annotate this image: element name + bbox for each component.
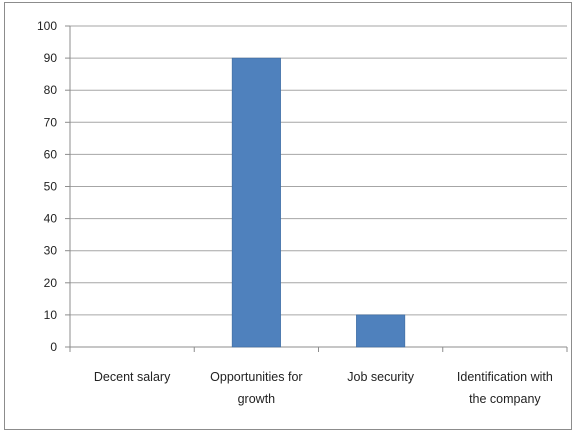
y-tick-label: 20 xyxy=(44,276,58,290)
y-tick-label: 50 xyxy=(44,180,58,194)
x-category-label: the company xyxy=(469,392,541,406)
bar xyxy=(231,57,281,348)
y-tick-label: 100 xyxy=(37,19,57,33)
y-tick-label: 80 xyxy=(44,83,58,97)
axes xyxy=(65,25,568,352)
x-category-label: Decent salary xyxy=(94,370,171,384)
x-category-label: Opportunities for xyxy=(210,370,302,384)
y-tick-label: 10 xyxy=(44,308,58,322)
y-tick-labels: 0 10 20 30 40 50 60 70 80 90 100 xyxy=(37,19,57,354)
y-tick-label: 40 xyxy=(44,212,58,226)
y-tick-label: 0 xyxy=(50,340,57,354)
chart-frame xyxy=(4,2,572,430)
x-category-labels: Decent salary Opportunities for growth Job … xyxy=(94,370,553,406)
x-category-label: Identification with xyxy=(457,370,553,384)
bars xyxy=(231,57,406,348)
y-tick-label: 30 xyxy=(44,244,58,258)
bar xyxy=(356,314,406,348)
y-tick-label: 90 xyxy=(44,51,58,65)
y-tick-label: 70 xyxy=(44,115,58,129)
gridlines xyxy=(70,25,567,316)
x-category-label: Job security xyxy=(347,370,414,384)
x-category-label: growth xyxy=(238,392,276,406)
y-tick-label: 60 xyxy=(44,147,58,161)
